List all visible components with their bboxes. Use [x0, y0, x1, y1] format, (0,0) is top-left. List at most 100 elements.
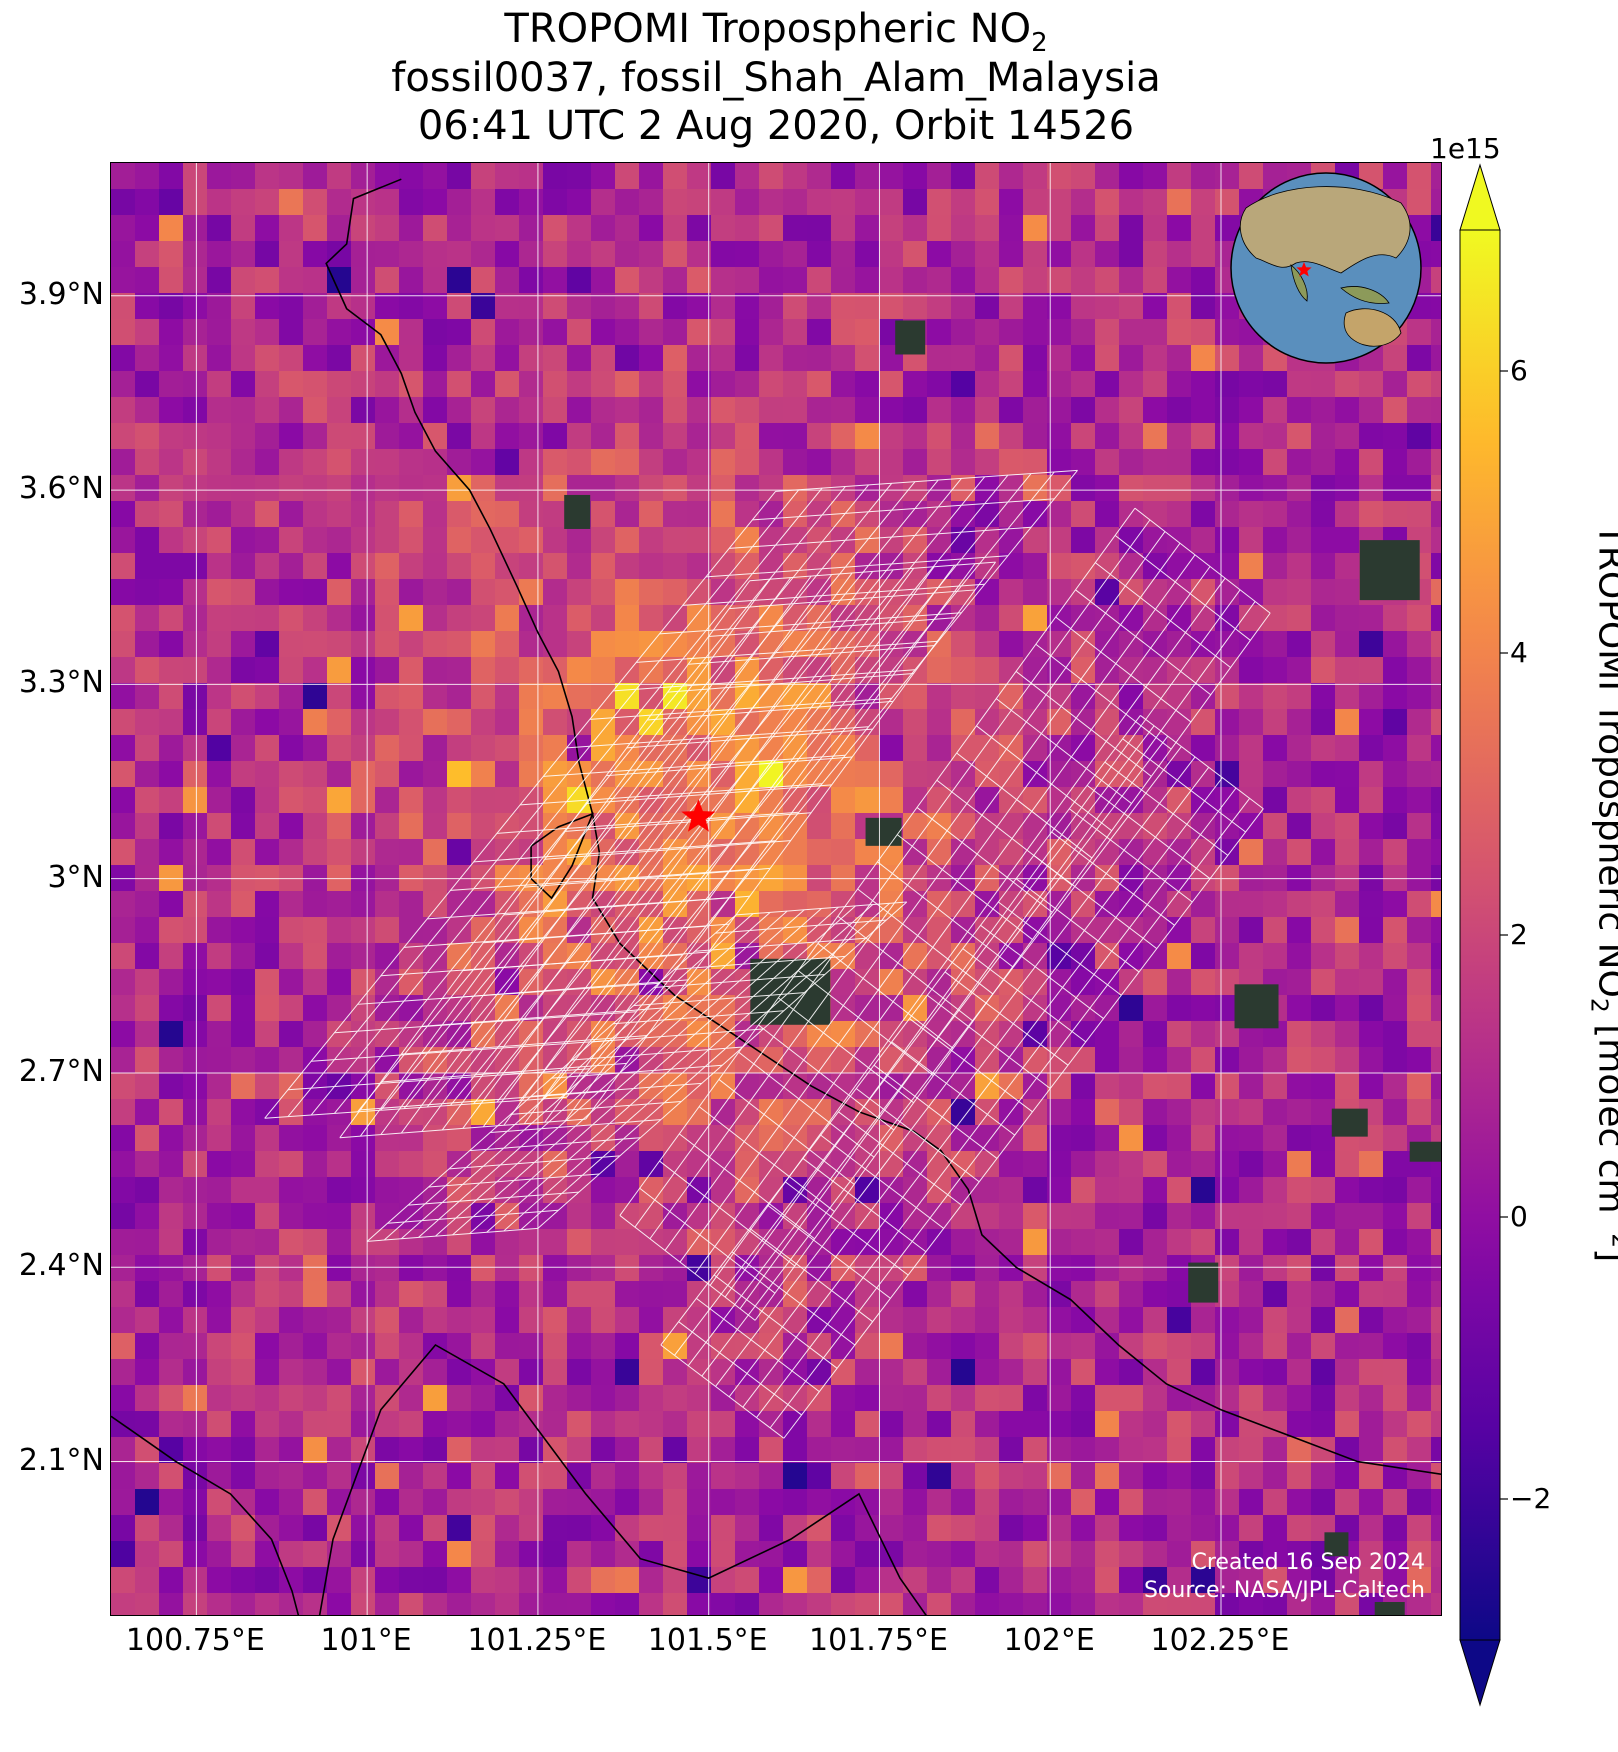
no2-pixel — [1143, 657, 1168, 684]
no2-pixel — [327, 1307, 352, 1334]
no2-pixel — [1095, 1203, 1120, 1230]
no2-pixel — [903, 423, 928, 450]
no2-pixel — [567, 1515, 592, 1542]
no2-pixel — [1431, 1021, 1441, 1048]
swath-gridline — [310, 487, 823, 1116]
no2-pixel — [711, 1073, 736, 1100]
swath-gridline — [820, 1134, 944, 1229]
no2-pixel — [1335, 423, 1360, 450]
no2-pixel — [375, 501, 400, 528]
no2-pixel — [1071, 1255, 1096, 1282]
no2-pixel — [375, 787, 400, 814]
no2-pixel — [327, 1515, 352, 1542]
no2-pixel — [1335, 839, 1360, 866]
no2-pixel — [807, 813, 832, 840]
no2-pixel — [951, 631, 976, 658]
no2-pixel — [1287, 1307, 1312, 1334]
no2-pixel — [999, 995, 1024, 1022]
no2-pixel — [1431, 475, 1441, 502]
no2-pixel — [303, 1151, 328, 1178]
no2-pixel — [159, 631, 184, 658]
no2-pixel — [1431, 969, 1441, 996]
no2-pixel — [351, 943, 376, 970]
no2-pixel — [1335, 1307, 1360, 1334]
no2-pixel — [1263, 553, 1288, 580]
no2-pixel — [111, 605, 136, 632]
no2-pixel — [927, 215, 952, 242]
no2-pixel — [1239, 475, 1264, 502]
no2-pixel — [1239, 1515, 1264, 1542]
no2-pixel — [279, 1177, 304, 1204]
no2-pixel — [735, 345, 760, 372]
no2-pixel — [1023, 189, 1048, 216]
no2-pixel — [807, 839, 832, 866]
no2-pixel — [1023, 1437, 1048, 1464]
no2-pixel — [303, 527, 328, 554]
no2-pixel — [807, 1463, 832, 1490]
no2-pixel — [615, 527, 640, 554]
no2-pixel — [855, 1567, 880, 1594]
missing-data-patch — [1188, 1262, 1219, 1303]
no2-pixel — [1047, 319, 1072, 346]
swath-gridline — [694, 566, 1211, 1275]
no2-pixel — [543, 1567, 568, 1594]
no2-pixel — [1311, 995, 1336, 1022]
no2-pixel — [1071, 1151, 1096, 1178]
no2-pixel — [687, 1541, 712, 1568]
no2-pixel — [495, 1307, 520, 1334]
no2-pixel — [375, 813, 400, 840]
no2-pixel — [255, 1489, 280, 1516]
no2-pixel — [1263, 1515, 1288, 1542]
no2-pixel — [1239, 397, 1264, 424]
no2-pixel — [1119, 1073, 1144, 1100]
no2-pixel — [831, 1125, 856, 1152]
no2-pixel — [1359, 709, 1384, 736]
no2-pixel — [231, 813, 256, 840]
no2-pixel — [951, 475, 976, 502]
no2-pixel — [279, 345, 304, 372]
no2-pixel — [687, 891, 712, 918]
no2-pixel — [735, 475, 760, 502]
no2-pixel — [1383, 1203, 1408, 1230]
no2-pixel — [1047, 1593, 1072, 1615]
no2-pixel — [255, 709, 280, 736]
no2-pixel — [1335, 579, 1360, 606]
no2-pixel — [783, 761, 808, 788]
no2-pixel — [1143, 1593, 1168, 1615]
no2-pixel — [303, 579, 328, 606]
no2-pixel — [207, 527, 232, 554]
no2-pixel — [1431, 1177, 1441, 1204]
no2-pixel — [303, 1281, 328, 1308]
no2-pixel — [855, 1359, 880, 1386]
no2-pixel — [615, 189, 640, 216]
no2-pixel — [1191, 1437, 1216, 1464]
no2-pixel — [879, 1333, 904, 1360]
no2-pixel — [1383, 657, 1408, 684]
no2-pixel — [375, 449, 400, 476]
no2-pixel — [423, 1541, 448, 1568]
no2-pixel — [111, 319, 136, 346]
no2-pixel — [375, 1567, 400, 1594]
no2-pixel — [1407, 813, 1432, 840]
no2-pixel — [1191, 1307, 1216, 1334]
no2-pixel — [351, 1463, 376, 1490]
no2-pixel — [1311, 1229, 1336, 1256]
no2-pixel — [999, 735, 1024, 762]
no2-pixel — [1047, 1099, 1072, 1126]
missing-data-patch — [1374, 1602, 1405, 1615]
no2-pixel — [1359, 1177, 1384, 1204]
no2-pixel — [1215, 1177, 1240, 1204]
no2-pixel — [111, 761, 136, 788]
no2-pixel — [495, 657, 520, 684]
no2-pixel — [663, 1125, 688, 1152]
no2-pixel — [1143, 1489, 1168, 1516]
no2-pixel — [1263, 371, 1288, 398]
no2-pixel — [159, 813, 184, 840]
no2-pixel — [135, 631, 160, 658]
no2-pixel — [207, 1099, 232, 1126]
no2-pixel — [831, 449, 856, 476]
no2-pixel — [111, 1229, 136, 1256]
no2-pixel — [1287, 1359, 1312, 1386]
no2-pixel — [975, 1463, 1000, 1490]
no2-pixel — [231, 1359, 256, 1386]
